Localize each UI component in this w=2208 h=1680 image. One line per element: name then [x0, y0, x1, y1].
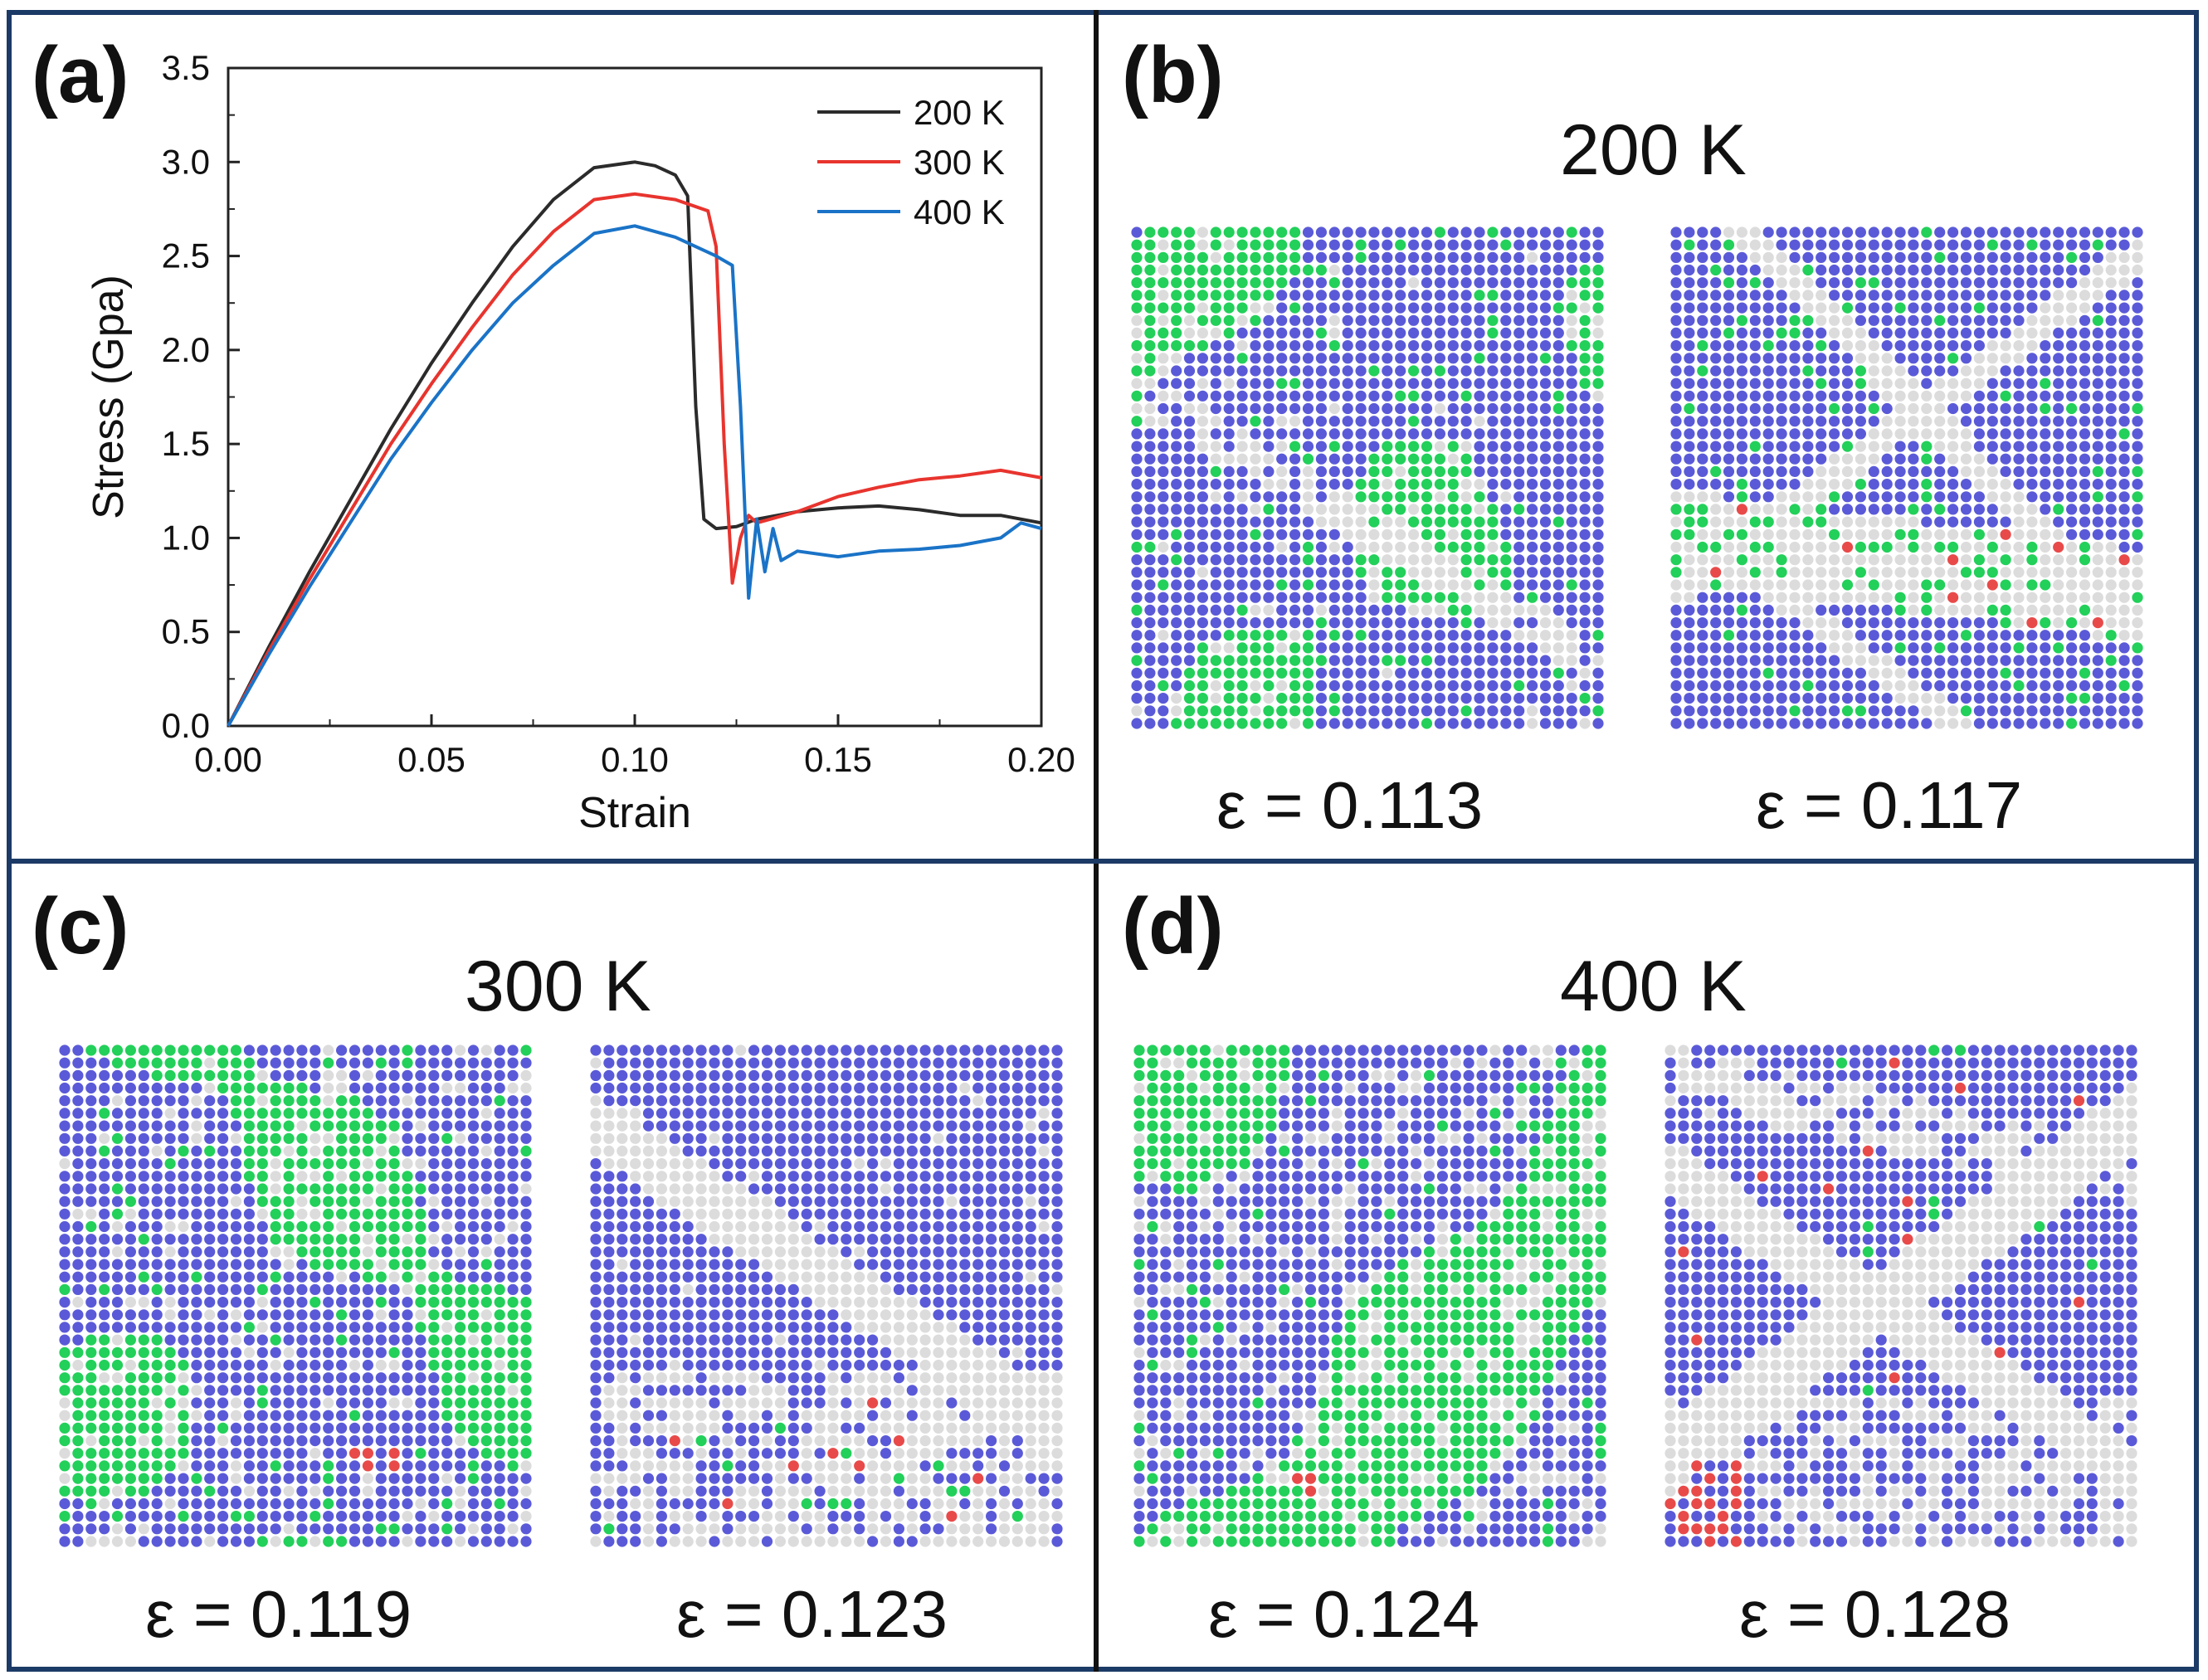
y-tick-label: 3.5 — [162, 48, 210, 87]
y-tick-label: 0.0 — [162, 706, 210, 745]
y-tick-label: 2.5 — [162, 236, 210, 275]
panel-b-temperature: 200 K — [1560, 110, 1747, 190]
series-line — [227, 224, 1042, 727]
series-line — [227, 192, 1042, 727]
snapshot-c-right — [589, 1044, 1064, 1548]
snapshot-d-left — [1133, 1044, 1607, 1548]
vertical-divider — [1094, 10, 1099, 1672]
snapshot-c-left-strain: ε = 0.119 — [145, 1577, 412, 1651]
figure-frame — [7, 10, 2199, 1672]
legend-label: 400 K — [914, 192, 1005, 231]
y-tick-label: 0.5 — [162, 612, 210, 651]
panel-b-label: (b) — [1122, 31, 1224, 119]
atom-lattice — [1665, 1045, 2137, 1547]
atom-lattice — [1131, 226, 1604, 729]
panel-c-temperature: 300 K — [465, 947, 651, 1026]
snapshot-b-right-strain: ε = 0.117 — [1756, 768, 2023, 842]
snapshot-c-right-strain: ε = 0.123 — [676, 1577, 948, 1651]
y-tick-label: 1.5 — [162, 424, 210, 463]
series-line — [227, 160, 1042, 727]
legend-label: 200 K — [914, 93, 1005, 132]
legend-label: 300 K — [914, 143, 1005, 182]
snapshot-d-right — [1664, 1044, 2138, 1548]
y-tick-label: 1.0 — [162, 518, 210, 557]
atom-lattice — [590, 1045, 1063, 1547]
x-tick-label: 0.05 — [397, 740, 465, 779]
atom-lattice — [59, 1045, 532, 1547]
panel-a-label: (a) — [32, 31, 129, 119]
atom-lattice — [1670, 226, 2143, 729]
y-tick-label: 2.0 — [162, 330, 210, 369]
snapshot-c-left — [58, 1044, 533, 1548]
x-tick-label: 0.15 — [804, 740, 872, 779]
atom-lattice — [1133, 1045, 1606, 1547]
snapshot-d-right-strain: ε = 0.128 — [1739, 1577, 2011, 1651]
panel-d-temperature: 400 K — [1560, 947, 1747, 1026]
panel-c-label: (c) — [32, 882, 129, 971]
snapshot-b-right — [1669, 226, 2144, 730]
y-axis-label: Stress (Gpa) — [85, 275, 133, 519]
snapshot-d-left-strain: ε = 0.124 — [1208, 1577, 1480, 1651]
panel-d-label: (d) — [1122, 882, 1224, 971]
snapshot-b-left-strain: ε = 0.113 — [1216, 768, 1484, 842]
x-tick-label: 0.20 — [1007, 740, 1075, 779]
stress-strain-chart: 0.00 0.05 0.10 0.15 0.20 0.0 0.5 1.0 1.5 2.0 2.5 3.… — [85, 48, 1075, 837]
snapshot-b-left — [1130, 226, 1605, 730]
y-tick-label: 3.0 — [162, 142, 210, 181]
x-tick-label: 0.10 — [601, 740, 669, 779]
x-axis-label: Strain — [578, 789, 691, 837]
x-tick-label: 0.00 — [194, 740, 262, 779]
horizontal-divider — [7, 859, 2199, 864]
